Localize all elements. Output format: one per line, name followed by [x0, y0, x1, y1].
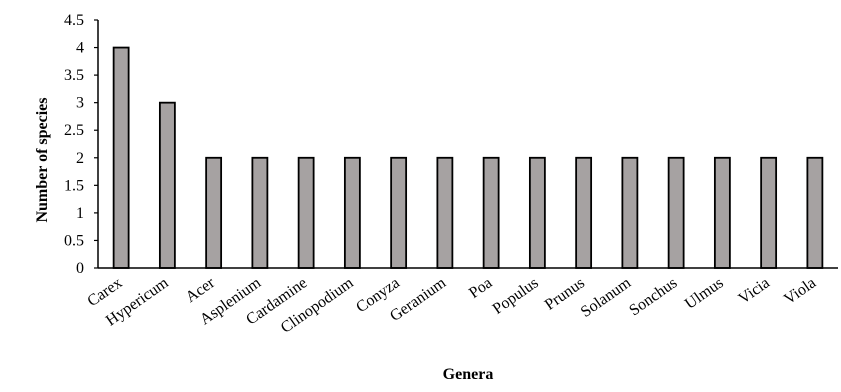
x-tick-label-sonchus: Sonchus: [626, 274, 680, 319]
bar-solanum: [621, 156, 639, 269]
x-tick-label-ulmus: Ulmus: [682, 274, 727, 312]
y-tick-label: 2.5: [64, 122, 84, 139]
x-tick-label-solanum: Solanum: [578, 274, 635, 321]
x-tick-label-populus: Populus: [490, 274, 542, 318]
bar-cardamine: [297, 156, 315, 269]
x-tick-label-viola: Viola: [781, 274, 819, 308]
y-tick-label: 2: [76, 150, 84, 167]
bar-poa: [482, 156, 500, 269]
bar-clinopodium: [343, 156, 361, 269]
bar-populus: [528, 156, 546, 269]
bar-sonchus: [667, 156, 685, 269]
bar-ulmus: [713, 156, 731, 269]
y-tick-label: 0.5: [64, 232, 84, 249]
y-tick-label: 3.5: [64, 67, 84, 84]
bar-asplenium: [251, 156, 269, 269]
x-tick-label-acer: Acer: [183, 274, 219, 306]
bar-conyza: [390, 156, 408, 269]
bar-viola: [806, 156, 824, 269]
y-tick-label: 0: [76, 260, 84, 277]
y-tick-label: 1.5: [64, 177, 84, 194]
bar-hypericum: [158, 101, 176, 269]
bar-vicia: [760, 156, 778, 269]
y-tick-label: 1: [76, 205, 84, 222]
bar-acer: [205, 156, 223, 269]
bar-geranium: [436, 156, 454, 269]
plot-area: [97, 20, 838, 269]
y-axis-ticks: 0 0.5 1 1.5 2 2.5 3 3.5 4 4.5: [64, 12, 98, 277]
bar-carex: [112, 46, 130, 269]
y-tick-label: 3: [76, 95, 84, 112]
x-tick-label-poa: Poa: [466, 274, 495, 302]
y-axis-title: Number of species: [34, 97, 51, 222]
x-axis-title: Genera: [443, 366, 494, 383]
y-tick-label: 4: [76, 40, 84, 57]
x-tick-label-vicia: Vicia: [736, 274, 773, 307]
y-tick-label: 4.5: [64, 12, 84, 29]
bar-prunus: [575, 156, 593, 269]
